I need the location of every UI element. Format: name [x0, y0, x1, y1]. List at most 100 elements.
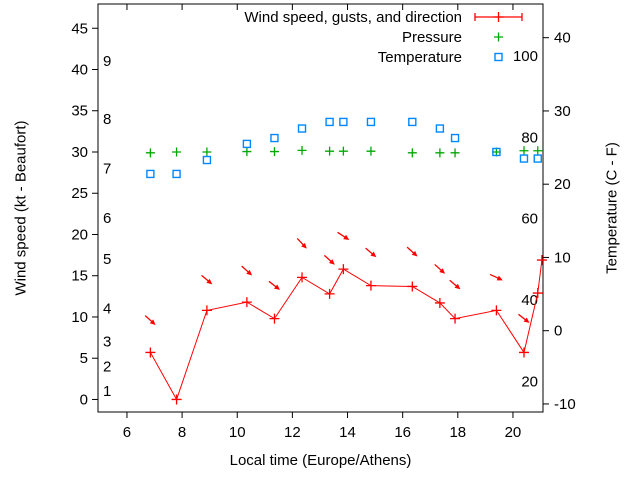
left-tick-label: 20: [71, 226, 88, 243]
gust-arrow-head: [149, 319, 156, 325]
right-tick-label: 20: [554, 176, 571, 193]
pressure-point: [297, 145, 307, 155]
x-tick-label: 16: [394, 424, 411, 441]
gust-arrow-head: [246, 269, 253, 276]
beaufort-label: 8: [103, 111, 111, 128]
pressure-point: [202, 147, 212, 157]
temperature-point: [242, 139, 252, 149]
temperature-point: [492, 147, 501, 157]
plot-border: [97, 3, 544, 413]
pressure-point: [435, 148, 445, 158]
gust-arrow-head: [370, 251, 377, 258]
beaufort-label: 5: [103, 251, 111, 268]
temperature-point: [533, 154, 542, 163]
beaufort-label: 6: [103, 210, 111, 227]
temperature-legend-marker-icon: [494, 52, 503, 62]
fahrenheit-label: 20: [521, 374, 538, 391]
beaufort-label: 7: [103, 160, 111, 177]
right-tick-label: 10: [554, 249, 571, 266]
legend-label-temperature: Temperature: [377, 48, 462, 66]
fahrenheit-label: 80: [521, 129, 538, 146]
pressure-point: [172, 147, 182, 157]
pressure-point: [366, 146, 376, 156]
left-tick-label: 25: [71, 185, 88, 202]
temperature-point: [366, 117, 376, 127]
fahrenheit-label: 40: [521, 292, 538, 309]
gust-arrow-head: [523, 317, 530, 323]
gust-arrow-head: [496, 275, 503, 281]
legend-label-pressure: Pressure: [401, 28, 462, 46]
legend-label-wind: Wind speed, gusts, and direction: [244, 8, 462, 26]
gust-arrow-head: [343, 234, 350, 240]
temperature-sample-square: [494, 52, 503, 62]
legend-row-wind: Wind speed, gusts, and direction: [0, 7, 527, 27]
temperature-point: [519, 154, 529, 163]
wind-speed-point: [407, 281, 418, 292]
beaufort-label: 1: [103, 383, 111, 400]
pressure-point: [450, 148, 460, 158]
gust-arrow-head: [274, 284, 280, 290]
left-axis-ticks: 0 5 10 15 20 25 30 35 40 45: [71, 20, 98, 408]
right-tick-label: -10: [554, 396, 576, 413]
right-tick-label: 0: [554, 323, 562, 340]
beaufort-label: 9: [103, 53, 111, 70]
wind-speed-point: [201, 305, 212, 316]
temperature-point: [408, 117, 417, 127]
pressure-point: [325, 146, 335, 156]
pressure-point: [242, 147, 252, 157]
wind-speed-point: [324, 288, 335, 299]
wind-speed-point: [518, 347, 529, 358]
x-axis-ticks: 6 8 10 12 14 16 18 20: [123, 4, 522, 441]
left-tick-label: 45: [71, 20, 88, 37]
pressure-point: [145, 148, 155, 158]
left-tick-label: 35: [71, 103, 88, 120]
gust-arrow-head: [328, 259, 335, 265]
right-axis-title: Temperature (C - F): [603, 142, 621, 274]
wind-speed-line: [149, 259, 543, 401]
x-tick-label: 18: [449, 424, 466, 441]
temperature-point: [325, 117, 334, 127]
beaufort-label: 2: [103, 358, 111, 375]
beaufort-label: 3: [103, 334, 111, 351]
wind-speed-point: [536, 255, 547, 266]
left-axis-title: Wind speed (kt - Beaufort): [12, 120, 30, 296]
gust-arrow-head: [454, 283, 461, 290]
pressure-point: [407, 148, 417, 158]
temperature-point: [435, 124, 445, 133]
temperature-point: [146, 169, 155, 179]
right-tick-label: 40: [554, 30, 571, 47]
temperature-point: [297, 124, 307, 133]
wind-sample-plus: [493, 12, 504, 22]
x-tick-label: 12: [284, 424, 301, 441]
temperature-point: [270, 133, 279, 143]
left-tick-label: 30: [71, 144, 88, 161]
pressure-point: [519, 146, 529, 156]
pressure-point: [338, 146, 348, 156]
wind-speed-point: [491, 305, 502, 316]
left-tick-label: 10: [71, 309, 88, 326]
left-tick-label: 5: [80, 350, 88, 367]
wind-speed-point: [434, 297, 445, 308]
temperature-point: [339, 117, 348, 127]
right-axis-ticks: 40 30 20 10 0 -10: [543, 30, 576, 413]
legend-row-pressure: Pressure: [0, 27, 527, 47]
x-axis-title: Local time (Europe/Athens): [229, 452, 412, 469]
pressure-point: [533, 146, 543, 156]
temperature-point: [450, 133, 460, 143]
wind-speed-series: [145, 255, 547, 405]
pressure-point: [269, 147, 279, 157]
gust-arrow-head: [206, 278, 213, 285]
x-tick-label: 20: [505, 424, 522, 441]
fahrenheit-label: 100: [513, 48, 538, 65]
fahrenheit-label: 60: [521, 211, 538, 228]
wind-speed-point: [450, 313, 461, 324]
fahrenheit-scale-labels: 100 80 60 40 20: [513, 48, 538, 391]
temperature-point: [172, 169, 181, 179]
gust-arrow-head: [411, 250, 418, 257]
left-tick-label: 15: [71, 268, 88, 285]
left-tick-label: 0: [80, 391, 88, 408]
wind-speed-point: [171, 394, 182, 405]
temperature-series: [146, 117, 542, 179]
